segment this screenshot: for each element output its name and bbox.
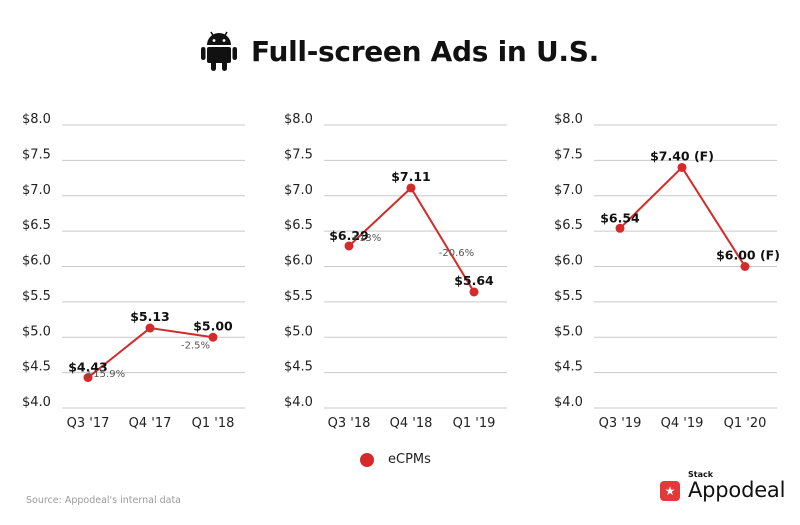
data-label: $7.40 (F): [650, 148, 714, 163]
data-label: $7.11: [391, 169, 431, 184]
data-point: [406, 183, 416, 193]
y-tick-label: $8.0: [554, 112, 583, 127]
y-tick-label: $5.5: [22, 289, 51, 304]
y-tick-label: $6.0: [22, 254, 51, 269]
y-tick-label: $7.0: [554, 183, 583, 198]
y-tick-label: $6.0: [284, 254, 313, 269]
data-label: $6.29: [329, 228, 369, 243]
y-tick-label: $6.0: [554, 254, 583, 269]
data-point: [344, 241, 354, 251]
x-tick-label: Q3 '17: [67, 416, 110, 431]
y-tick-label: $7.0: [284, 183, 313, 198]
data-point: [145, 323, 155, 333]
legend-marker: [360, 452, 374, 467]
data-label: $5.13: [130, 309, 170, 324]
data-point: [208, 332, 218, 342]
data-label: $5.00: [193, 318, 233, 333]
change-label: -20.6%: [439, 248, 474, 259]
x-tick-label: Q4 '17: [129, 416, 172, 431]
header: Full-screen Ads in U.S.: [0, 28, 800, 74]
y-tick-label: $5.0: [284, 324, 313, 339]
x-tick-label: Q3 '18: [328, 416, 371, 431]
x-tick-label: Q4 '18: [390, 416, 433, 431]
y-tick-label: $4.5: [284, 360, 313, 375]
y-tick-label: $7.5: [554, 147, 583, 162]
y-tick-label: $6.5: [284, 218, 313, 233]
page-title: Full-screen Ads in U.S.: [251, 34, 599, 68]
data-point: [740, 262, 750, 271]
x-tick-label: Q4 '19: [661, 416, 704, 431]
y-tick-label: $5.0: [22, 324, 51, 339]
data-point: [469, 287, 479, 297]
data-label: $6.00 (F): [716, 248, 780, 263]
y-tick-label: $4.5: [554, 360, 583, 375]
y-tick-label: $4.0: [22, 395, 51, 410]
y-tick-label: $5.5: [284, 289, 313, 304]
y-tick-label: $4.0: [284, 395, 313, 410]
change-label: +13%: [351, 233, 382, 244]
star-icon: ★: [660, 481, 680, 501]
change-label: -2.5%: [181, 341, 210, 352]
data-label: $6.54: [600, 210, 640, 225]
y-tick-label: $6.5: [22, 218, 51, 233]
brand-logo: Stack ★ Appodeal: [660, 470, 790, 510]
y-tick-label: $8.0: [22, 112, 51, 127]
x-tick-label: Q1 '20: [724, 416, 767, 431]
y-tick-label: $6.5: [554, 218, 583, 233]
brand-name: Appodeal: [688, 478, 786, 502]
y-tick-label: $7.0: [22, 183, 51, 198]
x-tick-label: Q1 '18: [192, 416, 235, 431]
brand-top-label: Stack: [688, 470, 714, 479]
legend-label: eCPMs: [388, 452, 431, 467]
change-label: +15.9%: [85, 369, 125, 380]
y-tick-label: $4.5: [22, 360, 51, 375]
y-tick-label: $4.0: [554, 395, 583, 410]
legend: eCPMs: [360, 452, 431, 467]
data-point: [83, 373, 93, 383]
y-tick-label: $8.0: [284, 112, 313, 127]
x-tick-label: Q1 '19: [453, 416, 496, 431]
android-icon: [201, 31, 238, 71]
y-tick-label: $7.5: [22, 147, 51, 162]
data-label: $4.43: [68, 360, 108, 375]
data-point: [615, 223, 625, 233]
y-tick-label: $5.0: [554, 324, 583, 339]
source-note: Source: Appodeal's internal data: [26, 495, 182, 506]
data-label: $5.64: [454, 273, 494, 288]
y-tick-label: $7.5: [284, 147, 313, 162]
x-tick-label: Q3 '19: [599, 416, 642, 431]
data-point: [677, 162, 687, 172]
y-tick-label: $5.5: [554, 289, 583, 304]
